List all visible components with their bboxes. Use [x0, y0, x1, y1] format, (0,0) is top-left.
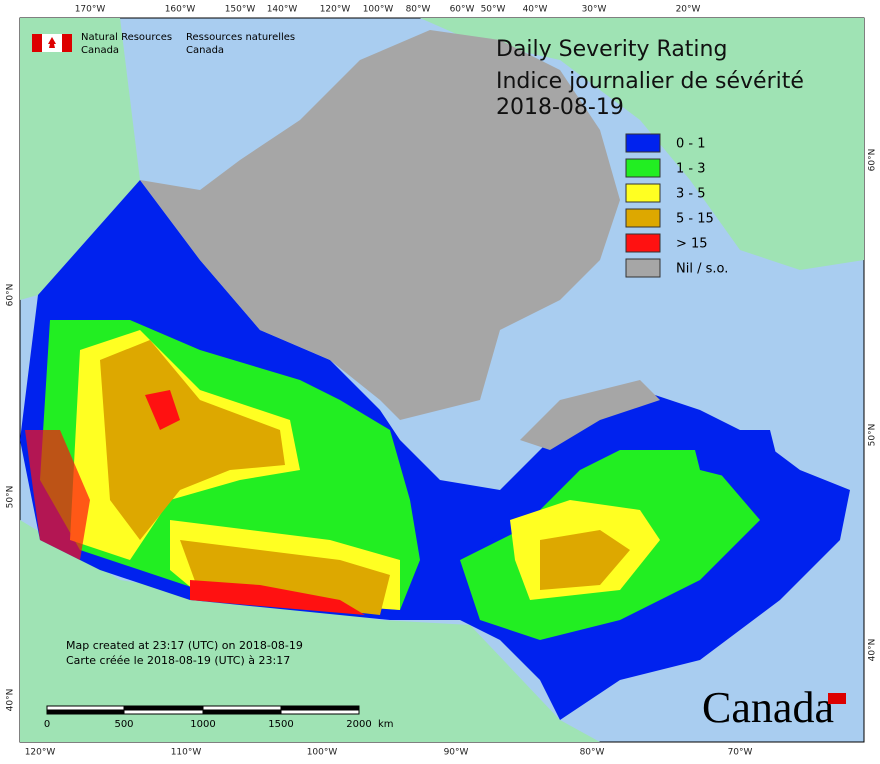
greenland [420, 18, 864, 270]
scale-label: 2000 [346, 719, 371, 730]
flag-bar [62, 34, 72, 52]
scale-segment [123, 709, 204, 715]
labrador-blue [690, 430, 780, 480]
agency-en: Natural Resources [81, 32, 172, 43]
wordmark-flag [828, 693, 846, 704]
map-frame: Natural Resources Canada Ressources natu… [19, 17, 865, 743]
scale-segment [123, 705, 204, 711]
coast-red [25, 430, 90, 560]
bottom-lon-label: 90°W [444, 748, 469, 758]
top-lon-label: 100°W [363, 5, 394, 15]
left-lat-label: 40°N [6, 689, 16, 712]
legend-swatch [625, 183, 661, 203]
bottom-lon-label: 100°W [307, 748, 338, 758]
flag-bar [32, 34, 42, 52]
left-lat-label: 60°N [6, 284, 16, 307]
graticule-labels: 170°W 160°W 150°W 140°W 120°W 100°W 80°W 60°W 50… [6, 5, 878, 758]
top-lon-label: 150°W [225, 5, 256, 15]
ontario-blue [420, 480, 520, 560]
right-lat-label: 60°N [868, 149, 878, 172]
top-lon-label: 170°W [75, 5, 106, 15]
top-lon-label: 80°W [406, 5, 431, 15]
agency-fr: Ressources naturelles [186, 32, 295, 43]
top-lon-label: 60°W [450, 5, 475, 15]
legend-swatch [625, 233, 661, 253]
title-line: Indice journalier de sévérité [496, 69, 804, 94]
legend-swatch [625, 258, 661, 278]
scale-segment [46, 705, 125, 711]
scale-segment [280, 709, 360, 715]
legend-label: 0 - 1 [676, 137, 706, 152]
canada-wordmark: Canada [702, 683, 834, 732]
arctic-nil [140, 30, 620, 420]
bottom-lon-label: 110°W [171, 748, 202, 758]
top-lon-label: 120°W [320, 5, 351, 15]
legend-label: 1 - 3 [676, 162, 706, 177]
top-lon-label: 30°W [582, 5, 607, 15]
top-lon-label: 40°W [523, 5, 548, 15]
scale-unit: km [378, 719, 394, 730]
scale-segment [46, 709, 125, 715]
agency-fr: Canada [186, 45, 224, 56]
scale-bar: 0 500 1000 1500 2000 km [44, 705, 394, 730]
usa [20, 520, 600, 742]
top-lon-label: 20°W [676, 5, 701, 15]
note: Carte créée le 2018-08-19 (UTC) à 23:17 [66, 654, 290, 667]
bottom-lon-label: 80°W [580, 748, 605, 758]
prairie-red [190, 580, 365, 615]
nrcan-logo [32, 34, 72, 52]
quebec-orange [540, 530, 630, 590]
legend-label: Nil / s.o. [676, 262, 728, 277]
top-lon-label: 160°W [165, 5, 196, 15]
scale-segment [202, 709, 282, 715]
maple-leaf [48, 37, 56, 48]
labrador-nil [520, 380, 660, 450]
left-lat-label: 50°N [6, 486, 16, 509]
legend-label: 3 - 5 [676, 187, 706, 202]
scale-label: 1000 [190, 719, 215, 730]
title-line: 2018-08-19 [496, 95, 624, 120]
legend-swatch [625, 208, 661, 228]
top-lon-label: 50°W [481, 5, 506, 15]
top-lon-label: 140°W [267, 5, 298, 15]
scale-label: 500 [114, 719, 133, 730]
right-lat-label: 50°N [868, 424, 878, 447]
legend: 0 - 1 1 - 3 3 - 5 5 - 15 > 15 Nil / s.o. [625, 133, 728, 278]
agency-en: Canada [81, 45, 119, 56]
scale-label: 1500 [268, 719, 293, 730]
legend-label: > 15 [676, 237, 708, 252]
alaska [20, 18, 140, 300]
legend-swatch [625, 133, 661, 153]
legend-swatch [625, 158, 661, 178]
scale-segment [202, 705, 282, 711]
bottom-lon-label: 120°W [25, 748, 56, 758]
scale-segment [280, 705, 360, 711]
legend-label: 5 - 15 [676, 212, 714, 227]
scale-label: 0 [44, 719, 50, 730]
title-block: Daily Severity Rating Indice journalier d… [496, 37, 804, 120]
bottom-lon-label: 70°W [728, 748, 753, 758]
right-lat-label: 40°N [868, 639, 878, 662]
note: Map created at 23:17 (UTC) on 2018-08-19 [66, 639, 303, 652]
bc-red [145, 390, 180, 430]
west-orange [100, 340, 285, 540]
title-line: Daily Severity Rating [496, 37, 727, 62]
